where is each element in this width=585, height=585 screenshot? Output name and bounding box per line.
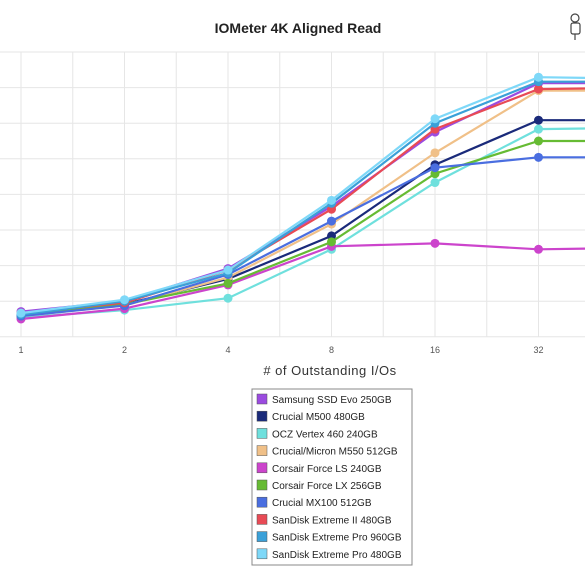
x-tick-label: 32 bbox=[533, 345, 543, 355]
data-point bbox=[534, 244, 543, 254]
series-line bbox=[20, 80, 585, 316]
legend-label: Corsair Force LS 240GB bbox=[272, 464, 382, 475]
data-point bbox=[430, 178, 440, 188]
x-tick-label: 2 bbox=[122, 345, 127, 355]
data-point bbox=[430, 238, 440, 248]
legend-label: Crucial/Micron M550 512GB bbox=[272, 447, 398, 458]
data-point bbox=[120, 295, 129, 305]
legend-swatch bbox=[256, 531, 268, 542]
series-crucial-mx100-512gb bbox=[16, 152, 585, 321]
data-point bbox=[534, 72, 543, 82]
series-line bbox=[20, 156, 585, 318]
legend-label: Corsair Force LX 256GB bbox=[272, 481, 382, 492]
legend-swatch bbox=[256, 428, 268, 439]
series-layer bbox=[16, 72, 585, 324]
data-point bbox=[223, 265, 233, 275]
data-point bbox=[223, 293, 233, 303]
series-corsair-force-ls-240gb bbox=[16, 238, 585, 324]
data-point bbox=[534, 124, 543, 134]
legend-swatch bbox=[256, 496, 268, 508]
chart-title: IOMeter 4K Aligned Read bbox=[215, 20, 382, 36]
series-sandisk-extreme-ii-480gb bbox=[16, 84, 585, 318]
legend-label: OCZ Vertex 460 240GB bbox=[272, 429, 378, 440]
legend-label: Crucial MX100 512GB bbox=[272, 498, 372, 509]
data-point bbox=[534, 136, 543, 146]
legend-swatch bbox=[256, 548, 268, 560]
data-point bbox=[327, 195, 336, 205]
data-point bbox=[430, 114, 440, 124]
data-point bbox=[534, 115, 543, 125]
robot-icon bbox=[570, 13, 581, 40]
data-point bbox=[534, 152, 543, 162]
series-line bbox=[20, 87, 585, 315]
legend-label: SanDisk Extreme II 480GB bbox=[272, 515, 392, 526]
legend-swatch bbox=[256, 462, 268, 474]
legend-swatch bbox=[256, 393, 268, 405]
x-tick-label: 1 bbox=[18, 345, 23, 355]
legend-swatch bbox=[256, 410, 268, 422]
legend-label: Samsung SSD Evo 250GB bbox=[272, 395, 392, 406]
legend-label: SanDisk Extreme Pro 960GB bbox=[272, 533, 402, 544]
data-point bbox=[430, 163, 440, 173]
legend-swatch bbox=[256, 445, 268, 456]
series-crucial-m500-480gb bbox=[16, 115, 585, 321]
data-point bbox=[16, 308, 26, 318]
legend-swatch bbox=[256, 514, 268, 525]
legend: Samsung SSD Evo 250GB Crucial M500 480GB O… bbox=[251, 388, 413, 566]
x-tick-labels: 1 2 4 8 16 32 bbox=[18, 345, 543, 355]
series-line bbox=[20, 82, 585, 313]
data-point bbox=[327, 216, 336, 226]
series-sandisk-extreme-pro-480gb bbox=[16, 72, 585, 318]
x-tick-label: 16 bbox=[430, 345, 440, 355]
data-point bbox=[223, 278, 233, 288]
x-tick-label: 4 bbox=[225, 345, 230, 355]
series-crucial-micron-m550-512gb bbox=[16, 86, 585, 321]
legend-label: SanDisk Extreme Pro 480GB bbox=[272, 550, 402, 561]
x-tick-label: 8 bbox=[329, 345, 334, 355]
legend-label: Crucial M500 480GB bbox=[272, 412, 365, 423]
data-point bbox=[430, 148, 440, 158]
x-axis-label: # of Outstanding I/Os bbox=[263, 363, 396, 378]
legend-swatch bbox=[256, 479, 268, 491]
data-point bbox=[327, 237, 336, 247]
series-line bbox=[20, 89, 585, 318]
data-point bbox=[534, 84, 543, 94]
series-line bbox=[20, 139, 585, 318]
legend-box bbox=[251, 388, 413, 566]
